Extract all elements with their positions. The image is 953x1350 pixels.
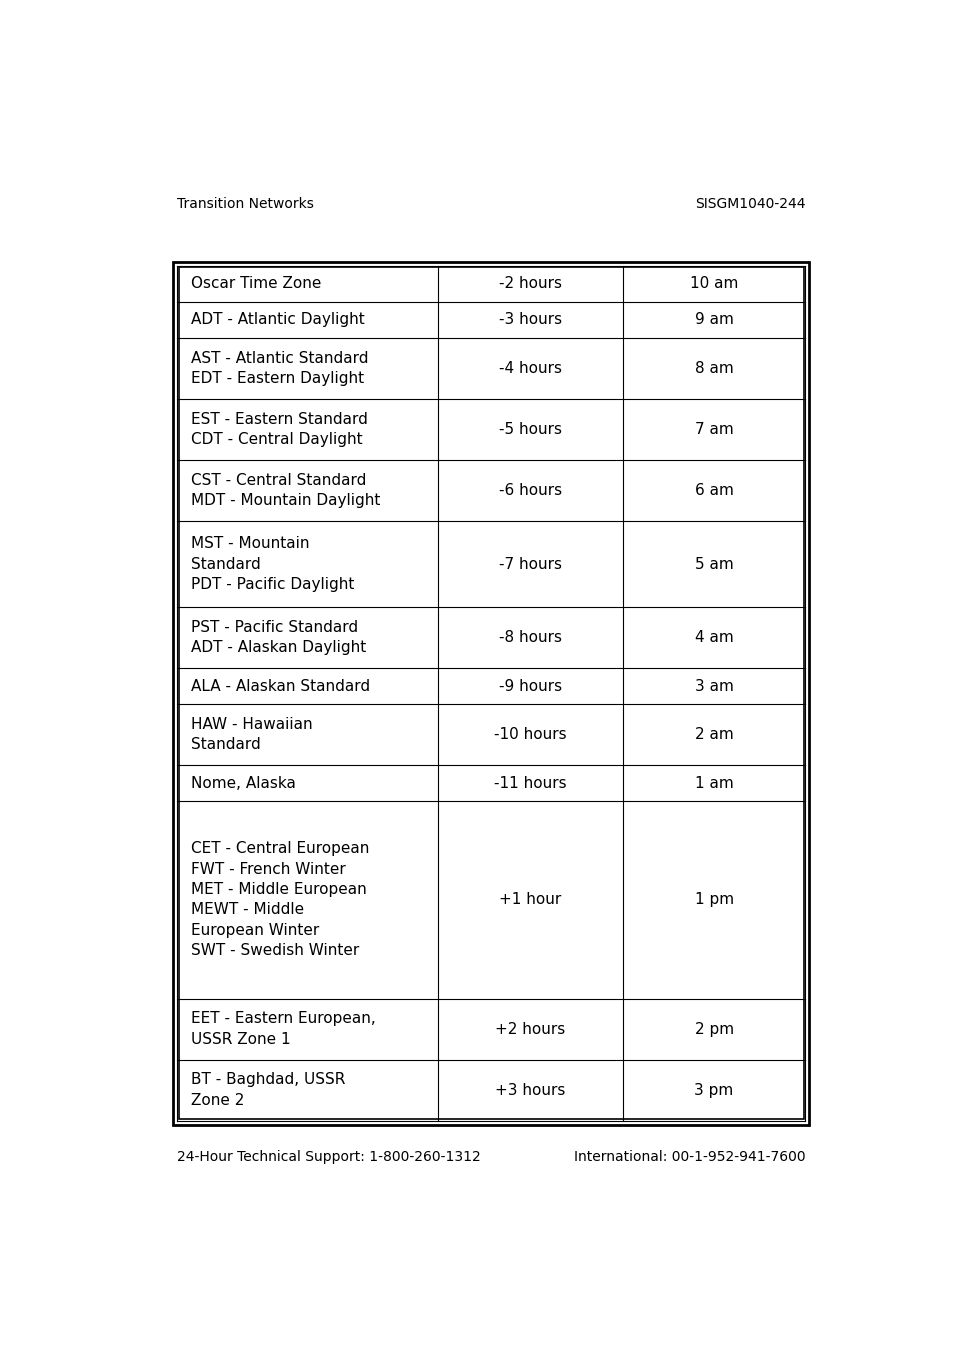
Text: -9 hours: -9 hours	[498, 679, 561, 694]
Text: -3 hours: -3 hours	[498, 312, 561, 327]
Text: -4 hours: -4 hours	[498, 360, 561, 375]
Text: 4 am: 4 am	[694, 630, 733, 645]
Text: 6 am: 6 am	[694, 483, 733, 498]
Text: 2 pm: 2 pm	[694, 1022, 733, 1037]
Text: -2 hours: -2 hours	[498, 277, 561, 292]
Text: +3 hours: +3 hours	[495, 1083, 565, 1098]
Text: SISGM1040-244: SISGM1040-244	[694, 197, 804, 212]
Text: 10 am: 10 am	[689, 277, 738, 292]
Text: EET - Eastern European,
USSR Zone 1: EET - Eastern European, USSR Zone 1	[192, 1011, 375, 1046]
Text: 2 am: 2 am	[694, 728, 733, 743]
Text: 3 pm: 3 pm	[694, 1083, 733, 1098]
Text: -11 hours: -11 hours	[494, 776, 566, 791]
Text: ALA - Alaskan Standard: ALA - Alaskan Standard	[192, 679, 370, 694]
Text: 1 pm: 1 pm	[694, 892, 733, 907]
Text: MST - Mountain
Standard
PDT - Pacific Daylight: MST - Mountain Standard PDT - Pacific Da…	[192, 536, 355, 591]
Bar	[172, 262, 808, 1125]
Text: 9 am: 9 am	[694, 312, 733, 327]
Text: 1 am: 1 am	[694, 776, 733, 791]
Text: 8 am: 8 am	[694, 360, 733, 375]
Text: 24-Hour Technical Support: 1-800-260-1312: 24-Hour Technical Support: 1-800-260-131…	[177, 1150, 480, 1164]
Text: 7 am: 7 am	[694, 421, 733, 437]
Text: PST - Pacific Standard
ADT - Alaskan Daylight: PST - Pacific Standard ADT - Alaskan Day…	[192, 620, 366, 655]
Text: CET - Central European
FWT - French Winter
MET - Middle European
MEWT - Middle
E: CET - Central European FWT - French Wint…	[192, 841, 370, 958]
Text: Nome, Alaska: Nome, Alaska	[192, 776, 295, 791]
Text: 3 am: 3 am	[694, 679, 733, 694]
Text: ADT - Atlantic Daylight: ADT - Atlantic Daylight	[192, 312, 365, 327]
Text: -8 hours: -8 hours	[498, 630, 561, 645]
Text: Transition Networks: Transition Networks	[177, 197, 314, 212]
Text: -10 hours: -10 hours	[494, 728, 566, 743]
Bar	[178, 267, 803, 1119]
Text: 5 am: 5 am	[694, 556, 733, 571]
Text: HAW - Hawaiian
Standard: HAW - Hawaiian Standard	[192, 717, 313, 752]
Text: BT - Baghdad, USSR
Zone 2: BT - Baghdad, USSR Zone 2	[192, 1072, 345, 1108]
Text: +2 hours: +2 hours	[495, 1022, 565, 1037]
Text: Oscar Time Zone: Oscar Time Zone	[192, 277, 321, 292]
Text: EST - Eastern Standard
CDT - Central Daylight: EST - Eastern Standard CDT - Central Day…	[192, 412, 368, 447]
Text: -7 hours: -7 hours	[498, 556, 561, 571]
Text: -5 hours: -5 hours	[498, 421, 561, 437]
Text: -6 hours: -6 hours	[498, 483, 561, 498]
Text: AST - Atlantic Standard
EDT - Eastern Daylight: AST - Atlantic Standard EDT - Eastern Da…	[192, 351, 369, 386]
Text: CST - Central Standard
MDT - Mountain Daylight: CST - Central Standard MDT - Mountain Da…	[192, 472, 380, 508]
Text: +1 hour: +1 hour	[498, 892, 561, 907]
Text: International: 00-1-952-941-7600: International: 00-1-952-941-7600	[573, 1150, 804, 1164]
